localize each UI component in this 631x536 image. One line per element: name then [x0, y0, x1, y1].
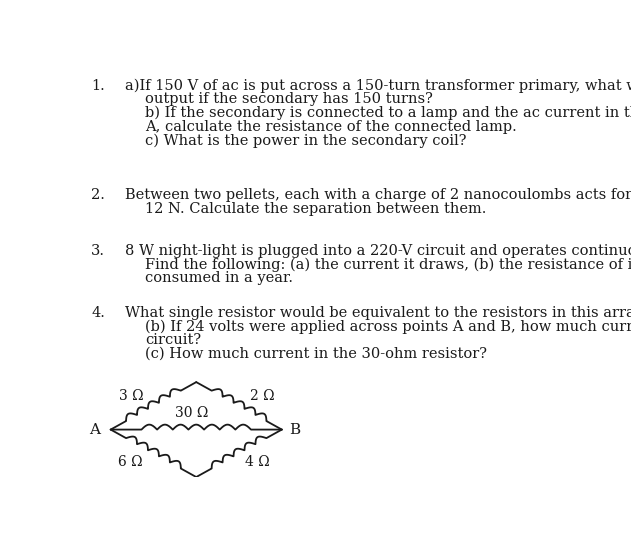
- Text: 30 Ω: 30 Ω: [175, 406, 208, 421]
- Text: 4 Ω: 4 Ω: [245, 456, 270, 470]
- Text: a)If 150 V of ac is put across a 150-turn transformer primary, what will be the : a)If 150 V of ac is put across a 150-tur…: [126, 79, 631, 93]
- Text: circuit?: circuit?: [145, 333, 201, 347]
- Text: (c) How much current in the 30-ohm resistor?: (c) How much current in the 30-ohm resis…: [145, 347, 487, 361]
- Text: What single resistor would be equivalent to the resistors in this arrangement?: What single resistor would be equivalent…: [126, 306, 631, 320]
- Text: 2 Ω: 2 Ω: [250, 389, 275, 403]
- Text: b) If the secondary is connected to a lamp and the ac current in the secondary c: b) If the secondary is connected to a la…: [145, 106, 631, 121]
- Text: (b) If 24 volts were applied across points A and B, how much current would there: (b) If 24 volts were applied across poin…: [145, 319, 631, 334]
- Text: A: A: [89, 422, 100, 437]
- Text: 6 Ω: 6 Ω: [117, 456, 143, 470]
- Text: output if the secondary has 150 turns?: output if the secondary has 150 turns?: [145, 92, 433, 106]
- Text: consumed in a year.: consumed in a year.: [145, 271, 293, 285]
- Text: 2.: 2.: [91, 188, 105, 202]
- Text: 3 Ω: 3 Ω: [119, 389, 144, 403]
- Text: 4.: 4.: [91, 306, 105, 320]
- Text: Between two pellets, each with a charge of 2 nanocoulombs acts force with a magn: Between two pellets, each with a charge …: [126, 188, 631, 202]
- Text: B: B: [289, 422, 300, 437]
- Text: 12 N. Calculate the separation between them.: 12 N. Calculate the separation between t…: [145, 202, 487, 216]
- Text: A, calculate the resistance of the connected lamp.: A, calculate the resistance of the conne…: [145, 120, 517, 133]
- Text: 8 W night-light is plugged into a 220-V circuit and operates continuously for 1.: 8 W night-light is plugged into a 220-V …: [126, 244, 631, 258]
- Text: c) What is the power in the secondary coil?: c) What is the power in the secondary co…: [145, 133, 466, 147]
- Text: 1.: 1.: [91, 79, 105, 93]
- Text: 3.: 3.: [91, 244, 105, 258]
- Text: Find the following: (a) the current it draws, (b) the resistance of its filament: Find the following: (a) the current it d…: [145, 257, 631, 272]
